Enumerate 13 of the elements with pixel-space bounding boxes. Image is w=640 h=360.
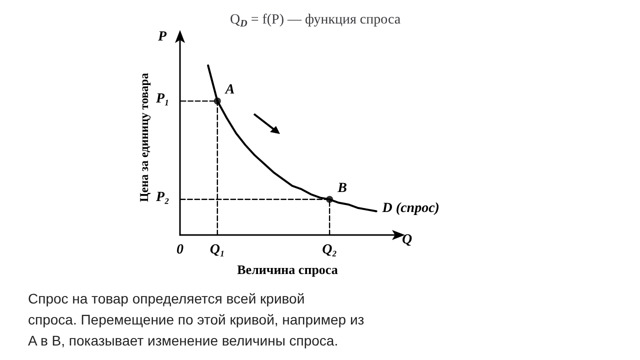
x-tick-label: 0: [176, 242, 184, 258]
text: Q: [402, 232, 412, 248]
text: Спрос на товар определяется всей кривой спроса. Перемещение по этой кривой, например из A в B, показывает изменение величины спроса.: [28, 290, 368, 348]
text: P₁: [156, 92, 170, 107]
x-tick-label: Q₁: [210, 242, 225, 258]
annotation: D (спрос): [381, 200, 440, 216]
annotation: B: [336, 180, 347, 196]
annotation: A: [224, 82, 235, 98]
x-tick-label: Q₂: [322, 242, 338, 258]
text: P₂: [156, 190, 170, 205]
text: P: [158, 30, 167, 44]
x-axis-title: Величина спроса: [237, 262, 338, 277]
y-axis-title: Цена за единицу товара: [137, 73, 151, 202]
